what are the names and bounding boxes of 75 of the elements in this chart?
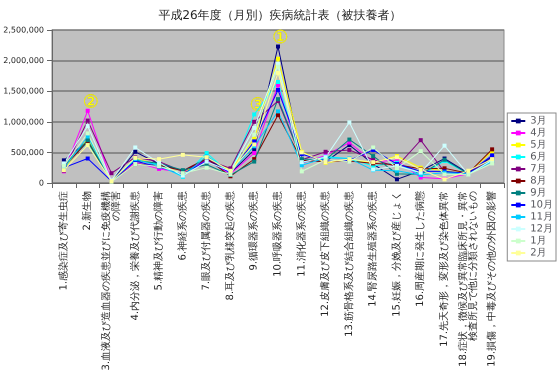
legend-label: 5月 bbox=[530, 140, 547, 150]
x-tick-label: 10.呼吸器系の疾患 bbox=[272, 191, 284, 277]
point bbox=[371, 154, 376, 158]
x-tick-label: 15.妊娠，分娩及び産じょく bbox=[390, 191, 402, 317]
legend-label: 7月 bbox=[530, 164, 547, 174]
point bbox=[109, 171, 114, 176]
point bbox=[180, 152, 185, 157]
y-tick-label: 1,500,000 bbox=[3, 86, 44, 96]
x-tick-label: 4.内分泌，栄養及び代謝疾患 bbox=[128, 191, 141, 321]
point bbox=[276, 70, 280, 75]
x-tick-label: 12.皮膚及び皮下組織の疾患 bbox=[319, 191, 332, 317]
point bbox=[157, 157, 162, 162]
x-tick-label: 14.腎尿路生殖器系の疾患 bbox=[366, 191, 379, 307]
point bbox=[324, 150, 328, 154]
x-tick-label: 17.先天奇形，変形及び染色体異常 bbox=[438, 191, 450, 347]
x-tick-label: 6.神経系の疾患 bbox=[176, 191, 188, 261]
legend-label: 10月 bbox=[530, 200, 554, 210]
point bbox=[300, 169, 304, 174]
y-tick-label: 500,000 bbox=[10, 148, 44, 157]
legend-label: 1月 bbox=[530, 236, 547, 246]
point bbox=[252, 126, 256, 130]
x-tick-label: 5.精神及び行動の障害 bbox=[152, 191, 165, 291]
point bbox=[347, 120, 352, 124]
point bbox=[86, 131, 90, 136]
x-tick-label: 19.損傷，中毒及びその他の外因の影響 bbox=[486, 191, 498, 367]
y-tick-label: 2,500,000 bbox=[3, 26, 44, 34]
point bbox=[418, 149, 423, 154]
x-tick-label: 13.筋骨格系及び結合組織の疾患 bbox=[342, 191, 355, 337]
x-tick-label: 7.眼及び付属器の疾患 bbox=[200, 191, 212, 291]
point bbox=[394, 177, 399, 182]
point bbox=[276, 80, 280, 84]
point bbox=[133, 146, 138, 150]
annotation: ② bbox=[82, 91, 99, 112]
legend-label: 2月 bbox=[530, 248, 547, 258]
y-tick-label: 1,000,000 bbox=[3, 117, 44, 126]
y-tick-label: 2,000,000 bbox=[3, 56, 44, 66]
point bbox=[276, 44, 280, 49]
point bbox=[347, 138, 352, 142]
x-tick-label: 9.循環器系の疾患 bbox=[248, 191, 260, 271]
x-tick-label: 16.周産期に発生した病態 bbox=[414, 191, 426, 307]
y-tick-label: 0 bbox=[38, 178, 44, 188]
point bbox=[276, 56, 280, 61]
point bbox=[86, 156, 90, 161]
point bbox=[276, 88, 280, 92]
point bbox=[252, 132, 256, 137]
point bbox=[133, 150, 138, 154]
legend-label: 12月 bbox=[530, 224, 554, 234]
x-tick-label: 1.感染症及び寄生虫症 bbox=[57, 191, 70, 291]
point bbox=[204, 166, 209, 170]
legend-label: 6月 bbox=[530, 152, 547, 162]
point bbox=[466, 168, 470, 173]
point bbox=[86, 143, 90, 148]
legend-label: 9月 bbox=[530, 188, 547, 198]
point bbox=[276, 64, 280, 69]
point bbox=[86, 124, 90, 128]
point bbox=[86, 118, 90, 123]
x-tick-label: 3.血液及び造血器の疾患並びに免疫機構の障害 bbox=[100, 191, 122, 371]
point bbox=[347, 148, 352, 152]
x-tick-label: 2.新生物 bbox=[81, 191, 94, 231]
chart-title: 平成26年度（月別）疾病統計表（被扶養者） bbox=[158, 8, 402, 22]
point bbox=[276, 109, 280, 114]
annotation: ① bbox=[272, 27, 288, 48]
legend-label: 11月 bbox=[530, 212, 554, 222]
x-tick-label: 8.耳及び乳様突起の疾患 bbox=[224, 191, 236, 301]
point bbox=[86, 108, 90, 113]
legend-label: 8月 bbox=[530, 176, 547, 186]
point bbox=[252, 160, 256, 164]
x-tick-label: 11.消化器系の疾患 bbox=[295, 191, 308, 277]
legend-label: 4月 bbox=[530, 128, 547, 138]
point bbox=[418, 138, 423, 142]
point bbox=[252, 120, 256, 124]
point bbox=[252, 151, 256, 156]
legend-label: 3月 bbox=[530, 116, 547, 126]
point bbox=[442, 144, 447, 148]
x-tick-label: 18.症状，徴候及び異常臨床所見・異常検査所見で他に分類されないもの bbox=[456, 191, 479, 367]
